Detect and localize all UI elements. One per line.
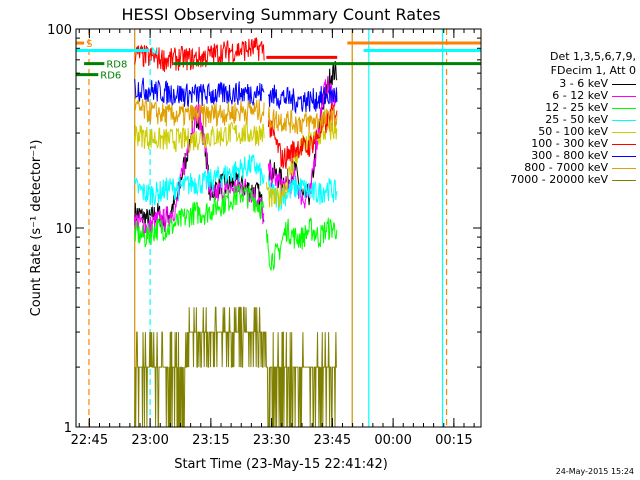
series-7-segment-1 bbox=[267, 106, 338, 135]
chart-title: HESSI Observing Summary Count Rates bbox=[121, 5, 440, 24]
flag-label-0: S bbox=[86, 39, 92, 50]
legend-item-label: 6 - 12 keV bbox=[552, 89, 608, 102]
legend-item-swatch bbox=[612, 144, 636, 145]
x-tick-label-5: 00:00 bbox=[374, 433, 411, 448]
series-6-segment-0 bbox=[134, 77, 265, 107]
x-axis-label: Start Time (23-May-15 22:41:42) bbox=[174, 457, 388, 472]
legend-item: 300 - 800 keV bbox=[510, 150, 636, 162]
x-tick-label-1: 23:00 bbox=[131, 433, 168, 448]
x-tick-label-4: 23:45 bbox=[314, 433, 351, 448]
legend-header-line-1: Det 1,3,5,6,7,9, bbox=[549, 50, 636, 63]
series-5-segment-1 bbox=[267, 103, 338, 169]
legend-item-label: 300 - 800 keV bbox=[531, 149, 608, 162]
legend-item: 25 - 50 keV bbox=[510, 114, 636, 126]
legend-item-swatch bbox=[612, 84, 636, 85]
series-6-segment-1 bbox=[267, 84, 338, 115]
legend-item-label: 100 - 300 keV bbox=[531, 137, 608, 150]
legend-item: 100 - 300 keV bbox=[510, 138, 636, 150]
legend-item-swatch bbox=[612, 180, 636, 181]
legend-item-label: 7000 - 20000 keV bbox=[510, 173, 608, 186]
series-4-segment-0 bbox=[134, 121, 265, 154]
series-7-segment-0 bbox=[134, 98, 265, 128]
x-tick-label-0: 22:45 bbox=[71, 433, 108, 448]
legend-item-swatch bbox=[612, 96, 636, 97]
legend-item-label: 50 - 100 keV bbox=[538, 125, 608, 138]
flag-label-2: RD8 bbox=[106, 60, 127, 71]
legend-item-label: 12 - 25 keV bbox=[545, 101, 608, 114]
legend-header-line-2: FDecim 1, Att 0 bbox=[550, 64, 636, 77]
legend: Det 1,3,5,6,7,9, FDecim 1, Att 0 3 - 6 k… bbox=[510, 50, 636, 186]
series-2-segment-0 bbox=[134, 184, 265, 248]
legend-item: 50 - 100 keV bbox=[510, 126, 636, 138]
legend-item-label: 25 - 50 keV bbox=[545, 113, 608, 126]
legend-item-swatch bbox=[612, 120, 636, 121]
y-tick-label-2: 100 bbox=[47, 23, 72, 38]
legend-item: 6 - 12 keV bbox=[510, 90, 636, 102]
legend-item-swatch bbox=[612, 168, 636, 169]
legend-item: 12 - 25 keV bbox=[510, 102, 636, 114]
legend-item: 7000 - 20000 keV bbox=[510, 174, 636, 186]
series-3-segment-0 bbox=[134, 154, 265, 207]
series-1-segment-1 bbox=[267, 75, 338, 209]
legend-item-label: 800 - 7000 keV bbox=[524, 161, 608, 174]
y-tick-label-0: 1 bbox=[64, 421, 72, 436]
legend-item-swatch bbox=[612, 156, 636, 157]
series-2-segment-1 bbox=[265, 217, 338, 272]
legend-item-swatch bbox=[612, 108, 636, 109]
x-tick-label-2: 23:15 bbox=[192, 433, 229, 448]
x-tick-label-3: 23:30 bbox=[253, 433, 290, 448]
legend-item: 3 - 6 keV bbox=[510, 78, 636, 90]
y-axis-label: Count Rate (s⁻¹ detector⁻¹) bbox=[29, 140, 44, 317]
legend-item-label: 3 - 6 keV bbox=[559, 77, 608, 90]
y-tick-label-1: 10 bbox=[55, 222, 72, 237]
series-5-segment-0 bbox=[134, 37, 265, 72]
series-1-segment-0 bbox=[134, 102, 265, 238]
x-tick-label-6: 00:15 bbox=[435, 433, 472, 448]
series-8-segment-0 bbox=[134, 306, 337, 427]
flag-label-1: N bbox=[151, 46, 158, 57]
flag-label-3: RD6 bbox=[100, 71, 121, 82]
timestamp: 24-May-2015 15:24 bbox=[555, 467, 634, 476]
legend-item-swatch bbox=[612, 132, 636, 133]
legend-item: 800 - 7000 keV bbox=[510, 162, 636, 174]
